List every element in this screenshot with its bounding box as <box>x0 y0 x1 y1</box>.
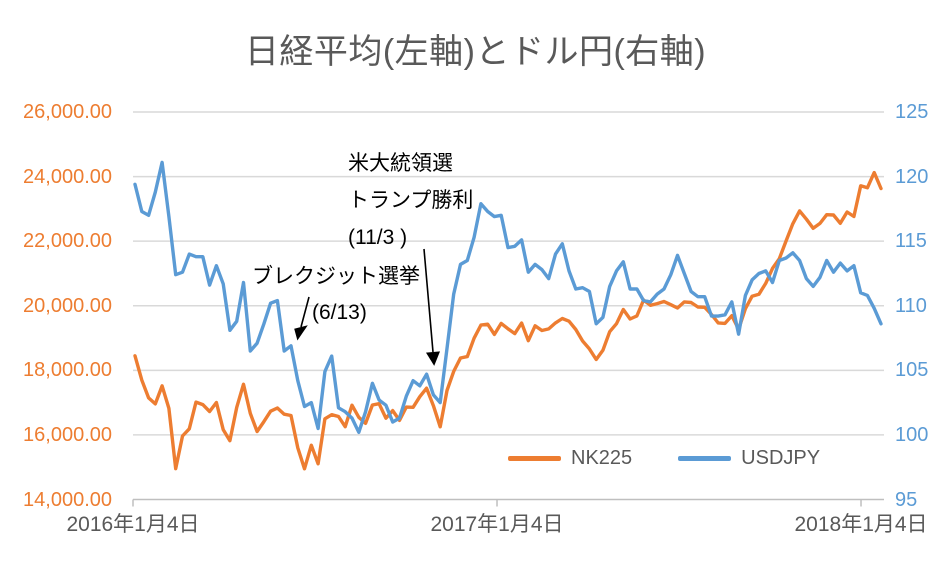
x-tick-label: 2016年1月4日 <box>66 513 200 536</box>
left-tick-label: 16,000.00 <box>23 423 112 446</box>
right-tick-label: 105 <box>895 359 929 382</box>
right-tick-label: 120 <box>895 165 929 188</box>
nk225-line-swatch <box>508 456 561 461</box>
left-tick-label: 26,000.00 <box>23 101 112 123</box>
legend-item-usdjpy[interactable]: USDJPY <box>678 447 820 470</box>
annotation-line: (11/3 ) <box>348 226 408 249</box>
usdjpy-line <box>133 160 883 434</box>
x-tick-label: 2018年1月4日 <box>794 513 928 536</box>
annotation-line: トランプ勝利 <box>348 189 474 212</box>
chart-title: 日経平均(左軸)とドル円(右軸) <box>244 33 707 71</box>
legend-item-nk225[interactable]: NK225 <box>508 447 632 470</box>
brexit-arrow-head <box>294 325 308 341</box>
right-tick-label: 110 <box>895 294 927 317</box>
left-tick-label: 24,000.00 <box>23 165 112 188</box>
us-election-arrow-head <box>426 351 440 366</box>
nk225-line <box>133 170 883 471</box>
left-tick-label: 14,000.00 <box>23 488 112 511</box>
right-tick-label: 100 <box>895 423 929 446</box>
left-tick-label: 20,000.00 <box>23 294 112 317</box>
annotation-us-election: 米大統領選 トランプ勝利 (11/3 ) <box>348 145 473 256</box>
right-tick-label: 125 <box>895 101 929 123</box>
legend-label-usdjpy: USDJPY <box>741 447 821 469</box>
right-tick-label: 95 <box>895 488 918 511</box>
annotation-line: ブレクジット選挙 <box>252 265 420 288</box>
x-tick-label: 2017年1月4日 <box>430 513 564 536</box>
left-tick-label: 22,000.00 <box>23 230 112 253</box>
brexit-arrow <box>300 296 310 328</box>
legend-label-nk225: NK225 <box>571 447 633 469</box>
chart-legend: NK225 USDJPY <box>508 447 820 470</box>
annotation-line: (6/13) <box>312 301 367 324</box>
left-tick-label: 18,000.00 <box>23 359 112 382</box>
usdjpy-line-swatch <box>678 456 732 461</box>
us-election-arrow <box>423 248 434 353</box>
right-tick-label: 115 <box>895 230 927 253</box>
annotation-line: 米大統領選 <box>348 152 453 175</box>
annotation-brexit: ブレクジット選挙 (6/13) <box>252 259 420 331</box>
